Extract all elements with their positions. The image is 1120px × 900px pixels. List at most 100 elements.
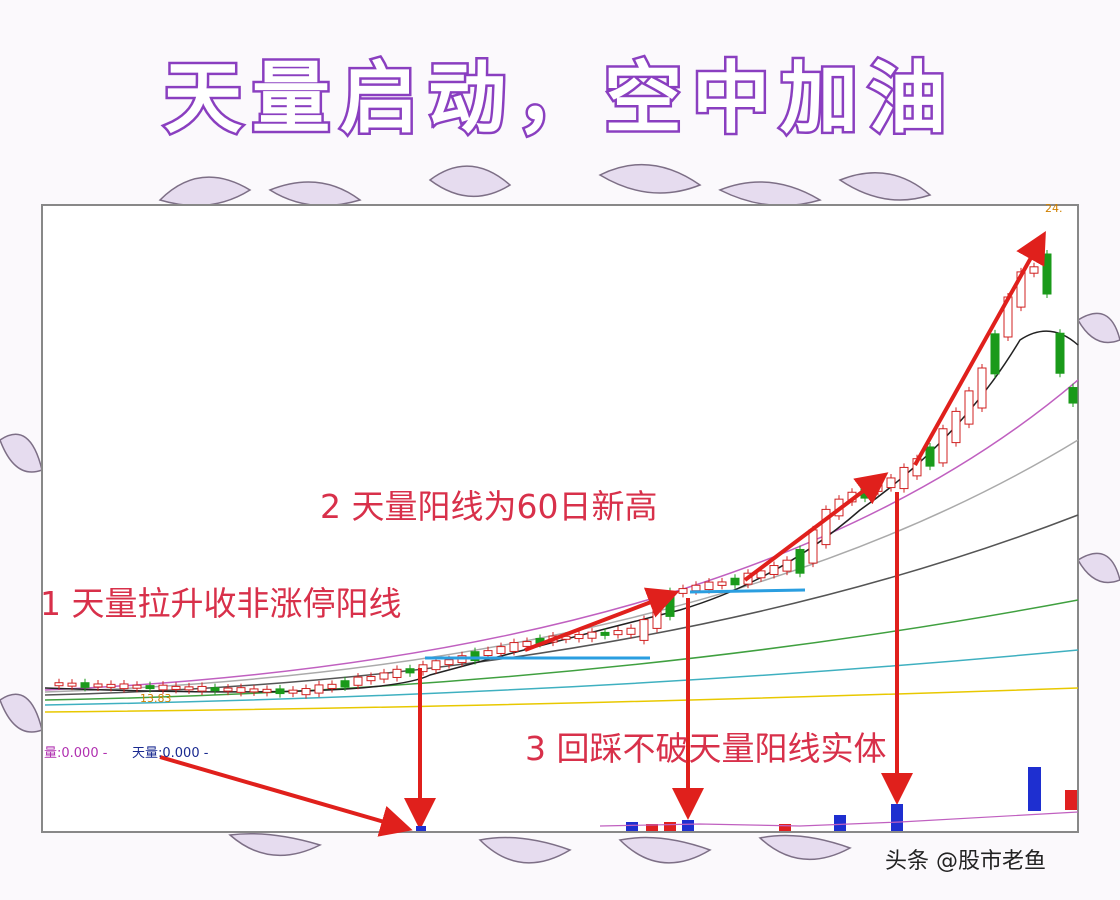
arrows — [159, 231, 1046, 837]
support-line — [689, 588, 806, 594]
candle-part — [392, 668, 402, 678]
candle-part — [379, 672, 389, 680]
ma-line — [44, 649, 1079, 706]
candle-part — [353, 676, 363, 686]
volume-bar — [834, 815, 846, 831]
price-label: 24. — [1045, 202, 1063, 215]
volume-bar — [646, 824, 658, 831]
volume-bar — [891, 804, 903, 831]
candle-part — [1055, 332, 1065, 374]
candle-part — [119, 683, 129, 690]
ma-line — [44, 599, 1079, 701]
candle-part — [223, 687, 233, 692]
ma-line — [44, 439, 1079, 693]
floral-decor — [0, 163, 1120, 864]
candle-part — [626, 627, 636, 635]
candle-part — [197, 685, 207, 692]
candle-part — [821, 508, 831, 546]
peak-volume-label: 天量:0.000 - — [132, 746, 209, 761]
candle-part — [678, 588, 688, 594]
candle-part — [1042, 253, 1052, 295]
candle-part — [405, 668, 415, 674]
candle-part — [509, 642, 519, 652]
candle-part — [873, 483, 883, 492]
candle-part — [808, 529, 818, 564]
candle-part — [431, 660, 441, 671]
volume-label: 量:0.000 - — [44, 746, 108, 761]
candle-part — [1068, 387, 1078, 404]
candle-part — [106, 683, 116, 688]
candle-part — [171, 685, 181, 690]
candle-part — [795, 548, 805, 574]
candle-part — [236, 687, 246, 693]
candle-part — [704, 581, 714, 591]
candle-part — [925, 446, 935, 467]
candle-part — [691, 584, 701, 592]
candle-part — [366, 676, 376, 682]
candle-part — [314, 684, 324, 694]
candle-part — [587, 631, 597, 639]
candle-part — [301, 688, 311, 696]
arrow — [743, 472, 889, 582]
candle-part — [522, 641, 532, 647]
candle-part — [1029, 266, 1039, 274]
volume-bars — [416, 767, 1079, 831]
chart-frame — [41, 204, 1079, 833]
annotation: 2 天量阳线为60日新高 — [320, 487, 657, 526]
candle-part — [132, 684, 142, 689]
candle-part — [210, 687, 220, 692]
candle-part — [977, 367, 987, 409]
candle-part — [288, 689, 298, 694]
volume-bar — [1028, 767, 1041, 811]
volume-ma — [599, 811, 1079, 827]
candle-part — [964, 390, 974, 425]
annotation: 1 天量拉升收非涨停阳线 — [40, 584, 402, 623]
candle-part — [249, 688, 259, 693]
chart-panel: 量:0.000 - 天量:0.000 - 24. 13.83 — [41, 202, 1079, 837]
arrow — [913, 231, 1046, 466]
price-label: 13.83 — [140, 692, 172, 705]
candle-part — [262, 688, 272, 693]
candle-part — [652, 605, 662, 629]
arrow — [159, 755, 413, 837]
candle-part — [80, 682, 90, 688]
volume-bar — [779, 824, 791, 831]
ma-line — [44, 687, 1079, 713]
candle-part — [470, 651, 480, 662]
candle-part — [340, 680, 350, 688]
candle-part — [730, 577, 740, 586]
candle-part — [145, 685, 155, 690]
candle-part — [327, 683, 337, 689]
candle-part — [756, 570, 766, 579]
candle-part — [899, 466, 909, 490]
volume-bar — [682, 820, 694, 831]
candle-part — [613, 630, 623, 636]
candle-part — [158, 684, 168, 691]
candle-part — [639, 619, 649, 641]
candle-part — [275, 688, 285, 695]
volume-bar — [664, 822, 676, 831]
candle-part — [574, 633, 584, 640]
candle-part — [67, 682, 77, 687]
candle-part — [951, 410, 961, 444]
candle-part — [184, 686, 194, 691]
candle-part — [782, 559, 792, 572]
candle-part — [886, 477, 896, 489]
candle-part — [444, 659, 454, 666]
support-lines — [425, 588, 806, 660]
volume-bar — [1065, 790, 1077, 810]
title: 天量启动，空中加油 — [164, 54, 956, 144]
candle-part — [990, 333, 1000, 375]
candle-part — [93, 683, 103, 688]
volume-bar — [416, 826, 426, 831]
candle-part — [54, 682, 64, 687]
ma-line — [44, 330, 1079, 693]
arrow — [524, 587, 680, 652]
candle-part — [717, 581, 727, 586]
candle-part — [769, 565, 779, 575]
candle-part — [496, 646, 506, 654]
watermark: 头条 @股市老鱼 — [885, 849, 1046, 874]
volume-bar — [626, 822, 638, 831]
candle-part — [600, 631, 610, 636]
